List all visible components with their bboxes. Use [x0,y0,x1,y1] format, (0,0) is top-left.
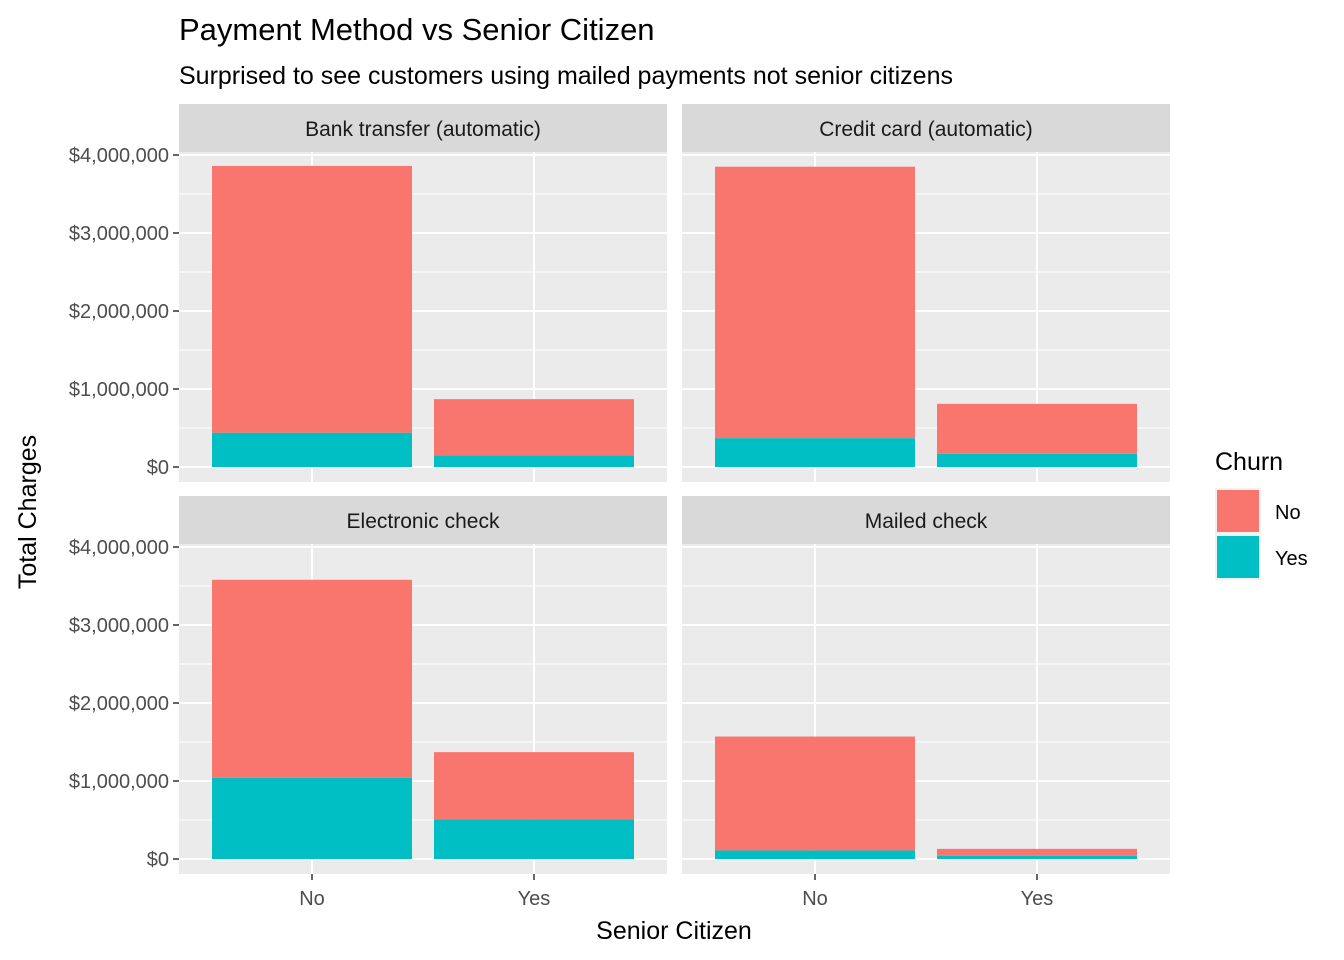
bar-segment-yes [212,432,412,467]
facet-panel: Electronic check $0 $1,000,000 $2,000,000 $3… [69,496,667,910]
x-tick-label: Yes [1021,888,1054,910]
bar-segment-yes [715,438,915,467]
bar-segment-no [434,752,634,820]
legend-title: Churn [1215,448,1283,476]
bar-segment-yes [434,819,634,859]
facet-strip-label: Electronic check [347,510,500,533]
legend-label: No [1275,502,1301,524]
y-tick-label: $2,000,000 [69,301,169,323]
facet-strip [179,104,667,152]
y-tick-label: $1,000,000 [69,771,169,793]
y-tick-label: $1,000,000 [69,379,169,401]
y-tick-label: $0 [147,457,169,479]
x-axis-title: Senior Citizen [596,917,752,945]
facet-strip [682,104,1170,152]
facet-strip-label: Credit card (automatic) [819,118,1033,141]
legend-label: Yes [1275,548,1308,570]
y-tick-label: $4,000,000 [69,537,169,559]
legend-swatch [1217,490,1259,532]
y-tick-label: $4,000,000 [69,145,169,167]
chart-title: Payment Method vs Senior Citizen [179,12,655,47]
x-tick-label: Yes [518,888,551,910]
x-tick-label: No [299,888,325,910]
legend-swatch [1217,536,1259,578]
facet-strip [179,496,667,544]
legend: Churn No Yes [1215,448,1308,580]
y-tick-label: $3,000,000 [69,223,169,245]
bar-segment-no [212,579,412,778]
bar-segment-no [715,736,915,851]
bar-segment-no [212,165,412,433]
facet-strip [682,496,1170,544]
bar-segment-no [937,848,1137,856]
facet-strip-label: Mailed check [865,510,988,533]
bar-segment-no [434,399,634,456]
facet-strip-label: Bank transfer (automatic) [305,118,541,141]
chart-subtitle: Surprised to see customers using mailed … [179,62,953,90]
bar-segment-yes [434,455,634,467]
bar-segment-yes [937,855,1137,859]
bar-segment-no [937,403,1137,454]
facet-panel: Bank transfer (automatic) $0 $1,000,000 $2,… [69,104,667,482]
bar-segment-no [715,166,915,439]
x-tick-label: No [802,888,828,910]
facet-panel: Credit card (automatic) [682,104,1170,482]
bar-segment-yes [715,850,915,859]
y-axis-title: Total Charges [14,435,42,589]
y-tick-label: $3,000,000 [69,615,169,637]
facet-panel: Mailed check No Yes [682,496,1170,910]
y-tick-label: $0 [147,849,169,871]
y-tick-label: $2,000,000 [69,693,169,715]
facet-panels: Bank transfer (automatic) $0 $1,000,000 $2,… [69,104,1170,910]
bar-segment-yes [212,777,412,859]
bar-segment-yes [937,453,1137,467]
